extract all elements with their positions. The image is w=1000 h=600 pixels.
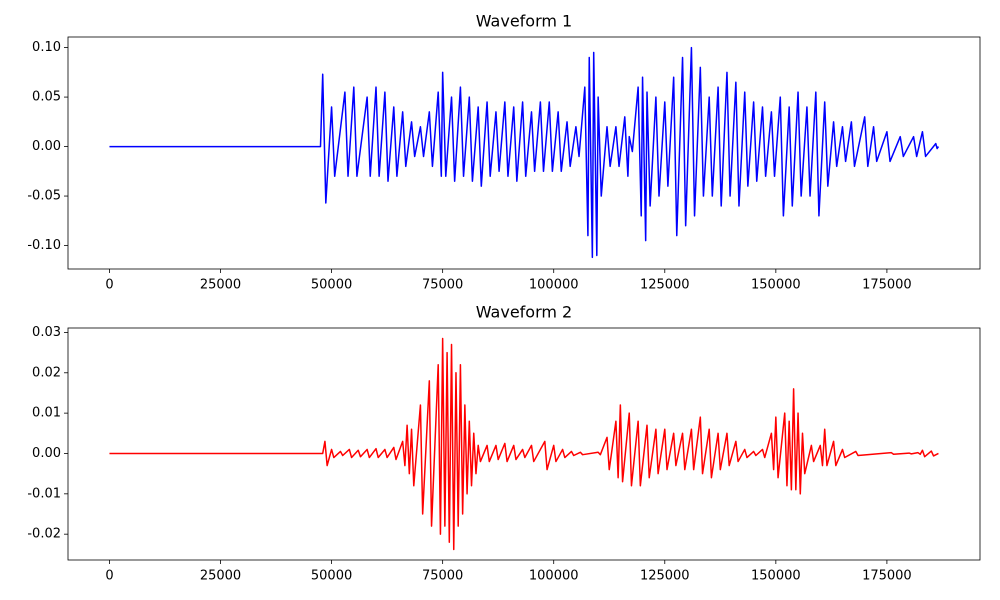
y-tick-label: -0.01 <box>27 486 61 501</box>
y-tick-label: 0.02 <box>32 365 61 380</box>
x-tick-label: 50000 <box>311 278 352 293</box>
axes-frame <box>67 327 981 561</box>
x-tick-label: 75000 <box>422 569 463 584</box>
x-tick-label: 75000 <box>422 278 463 293</box>
x-tick-label: 50000 <box>311 569 352 584</box>
x-tick-label: 125000 <box>640 278 690 293</box>
chart-title: Waveform 2 <box>476 303 572 322</box>
axes-frame <box>67 36 981 270</box>
y-tick-label: -0.05 <box>27 189 61 204</box>
x-tick-label: 175000 <box>862 569 912 584</box>
y-tick-label: -0.02 <box>27 527 61 542</box>
x-tick-label: 25000 <box>200 278 241 293</box>
x-tick-label: 0 <box>105 278 113 293</box>
x-tick-label: 25000 <box>200 569 241 584</box>
y-tick-label: 0.00 <box>32 446 61 461</box>
y-tick-label: 0.00 <box>32 139 61 154</box>
x-tick-label: 100000 <box>529 278 579 293</box>
x-tick-label: 100000 <box>529 569 579 584</box>
y-tick-label: 0.05 <box>32 90 61 105</box>
y-tick-label: 0.01 <box>32 406 61 421</box>
waveform-line <box>109 337 939 551</box>
y-tick-label: 0.10 <box>32 40 61 55</box>
x-tick-label: 150000 <box>751 569 801 584</box>
x-tick-label: 175000 <box>862 278 912 293</box>
x-tick-label: 125000 <box>640 569 690 584</box>
chart-title: Waveform 1 <box>476 12 572 31</box>
y-tick-label: 0.03 <box>32 325 61 340</box>
x-tick-label: 0 <box>105 569 113 584</box>
waveform-line <box>109 46 940 259</box>
y-tick-label: -0.10 <box>27 238 61 253</box>
x-tick-label: 150000 <box>751 278 801 293</box>
